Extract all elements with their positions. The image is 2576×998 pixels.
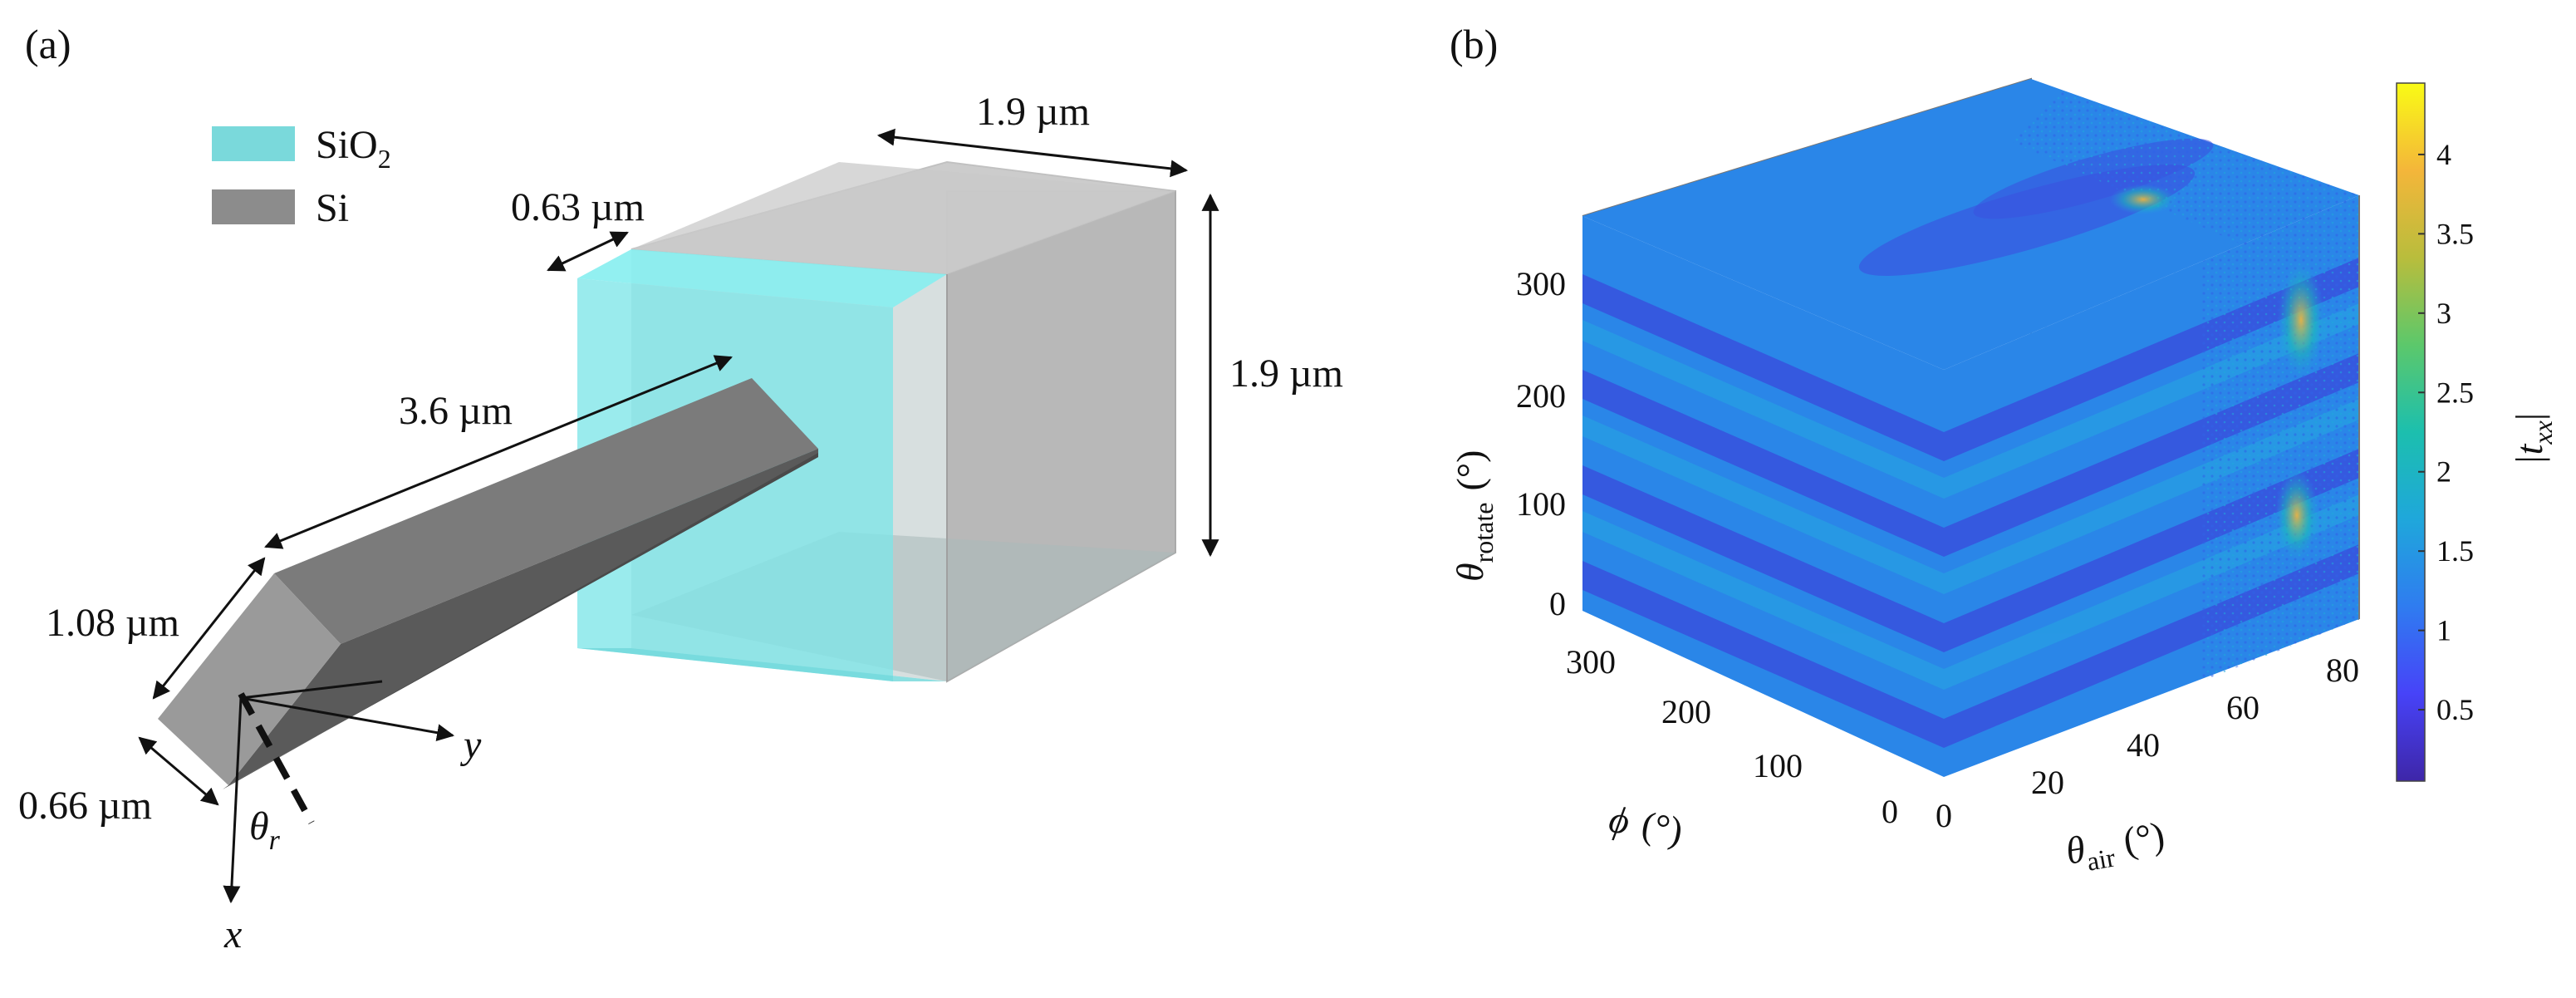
label-pillar-thickness: 0.66 µm [18, 784, 152, 828]
legend-swatch-sio2 [212, 126, 295, 161]
y-tick-100: 100 [1516, 485, 1566, 523]
panel-a: (a) SiO2 Si [18, 21, 1343, 956]
colorbar-tick-label: 2 [2436, 455, 2451, 489]
x-tick-80: 80 [2326, 651, 2359, 689]
panel-a-label: (a) [25, 21, 71, 67]
x-tick-0: 0 [1936, 797, 1952, 834]
box-top-face [631, 162, 1175, 274]
y-axis-arrow [240, 696, 455, 742]
coordinate-axes [223, 680, 455, 904]
legend-swatch-si [212, 189, 295, 224]
hotspot-upper [2278, 262, 2324, 378]
volume-cube [1582, 77, 2360, 777]
y-axis: 0 100 200 300 θrotate(°) [1449, 265, 1566, 622]
phi-tick-0: 0 [1882, 793, 1898, 830]
colorbar-gradient [2396, 82, 2426, 782]
light-bands [1582, 303, 2359, 690]
x-tick-40: 40 [2127, 726, 2160, 764]
phi-axis: 300 200 100 0 ϕ (°) [1566, 643, 1898, 852]
colorbar-tick-label: 1 [2436, 614, 2451, 647]
x-axis-arrow [223, 697, 243, 904]
arrow-pillar-length [264, 355, 733, 549]
arrow-oxide-thickness [547, 231, 629, 272]
oxide-bottom-edge [577, 648, 947, 681]
colorbar-tick-label: 2.5 [2436, 376, 2474, 409]
y-axis-label: θrotate(°) [1449, 450, 1499, 583]
panel-b-label: (b) [1450, 21, 1498, 67]
arrow-pillar-thickness [138, 736, 219, 806]
label-oxide-thickness: 0.63 µm [511, 185, 645, 229]
colorbar-tick-label: 4 [2436, 138, 2451, 171]
label-pillar-width: 1.08 µm [46, 601, 179, 645]
phi-tick-200: 200 [1661, 693, 1711, 730]
colorbar-tick-label: 1.5 [2436, 534, 2474, 568]
y-tick-300: 300 [1516, 265, 1566, 302]
x-tick-20: 20 [2031, 764, 2064, 801]
x-tick-60: 60 [2226, 689, 2260, 726]
colorbar-label: |txx| [2508, 413, 2558, 465]
phi-tick-300: 300 [1566, 643, 1616, 681]
colorbar-tick-label: 3 [2436, 297, 2451, 330]
y-tick-0: 0 [1549, 585, 1566, 622]
colorbar-tick-label: 0.5 [2436, 693, 2474, 726]
legend-label-sio2: SiO2 [316, 123, 391, 174]
axis-aux-line [240, 680, 383, 700]
colorbar: 0.5 1 1.5 2 2.5 3 3.5 4 |txx| [2396, 82, 2558, 782]
axis-label-y: y [459, 723, 482, 767]
phi-axis-label: ϕ (°) [1606, 798, 1685, 853]
axis-label-x: x [223, 912, 242, 956]
colorbar-tick-label: 3.5 [2436, 217, 2474, 250]
legend: SiO2 Si [212, 123, 391, 230]
x-axis-label: θair(°) [2063, 814, 2169, 880]
arrow-box-depth [876, 128, 1189, 178]
label-pillar-length: 3.6 µm [399, 389, 513, 433]
panel-b: (b) [1449, 21, 2558, 880]
colorbar-ticks: 0.5 1 1.5 2 2.5 3 3.5 4 [2418, 138, 2474, 726]
hotspot-lower [2275, 470, 2318, 561]
phi-tick-100: 100 [1753, 747, 1803, 784]
y-tick-200: 200 [1516, 377, 1566, 415]
hotspot-top [2110, 184, 2176, 214]
dotted-top-region [2010, 91, 2359, 245]
oxide-front-face [577, 249, 947, 307]
legend-label-si: Si [316, 186, 349, 230]
dotted-edge-region [2201, 195, 2359, 681]
arrow-pillar-width [152, 557, 266, 700]
label-box-height: 1.9 µm [1229, 352, 1343, 396]
dimension-arrows [138, 128, 1219, 806]
dark-bands [1582, 258, 2359, 748]
theta-reference-line [238, 692, 315, 824]
label-box-depth: 1.9 µm [976, 90, 1090, 134]
axis-label-theta: θr [249, 804, 281, 856]
